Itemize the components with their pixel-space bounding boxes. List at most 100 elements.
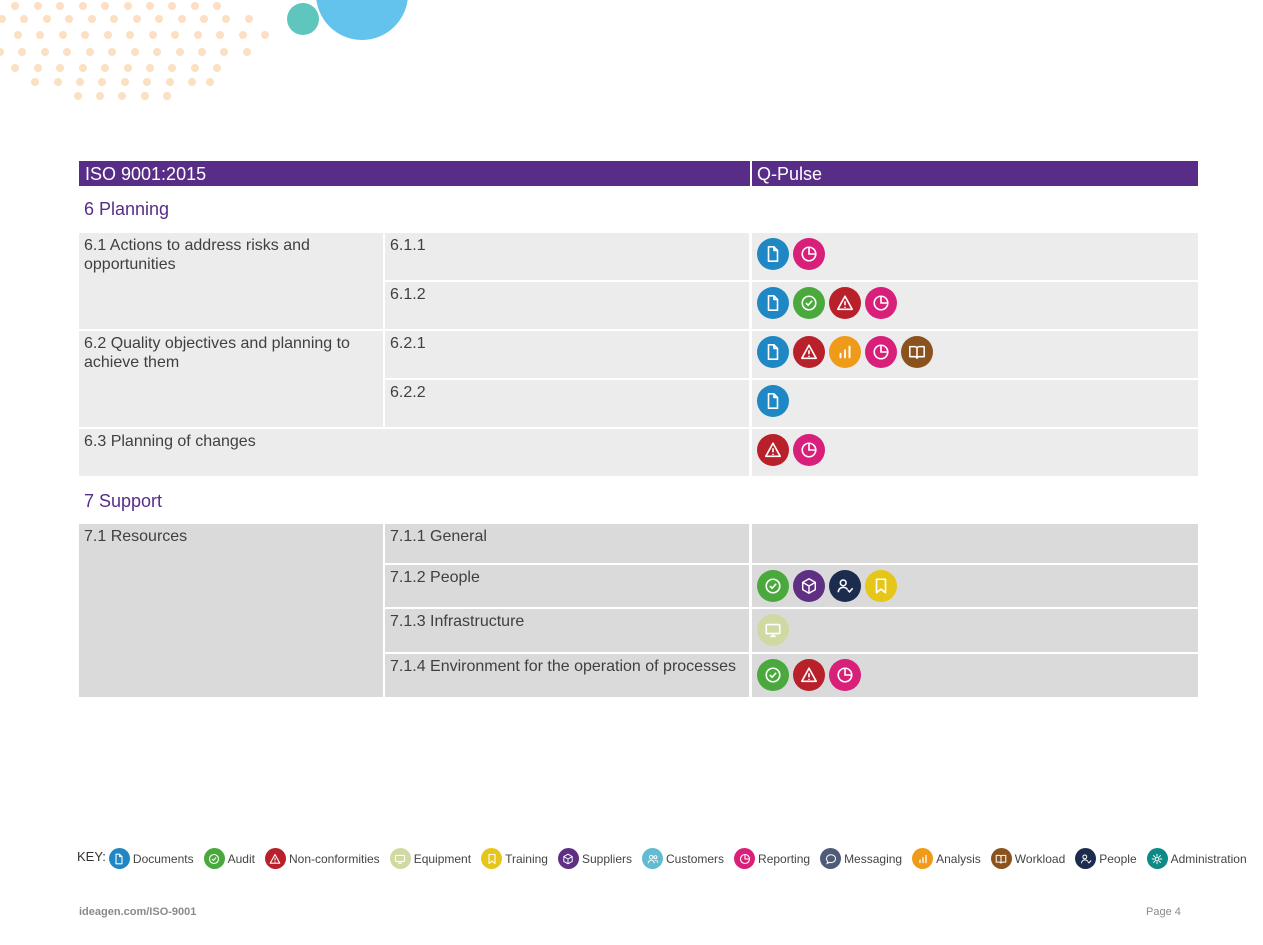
key-item-label: Administration	[1170, 851, 1247, 866]
clause-cell: 6.2 Quality objectives and planning to a…	[79, 331, 383, 427]
clause-cell: 6.3 Planning of changes	[79, 429, 749, 476]
key-item-label: Audit	[227, 851, 255, 866]
module-icon-group	[757, 614, 789, 646]
nonconformities-icon	[829, 287, 861, 319]
key-item-documents: Documents	[108, 848, 194, 869]
training-icon	[481, 848, 503, 869]
module-icon-group	[757, 385, 789, 417]
module-icon-group	[757, 287, 897, 319]
workload-icon	[990, 848, 1012, 869]
audit-icon	[793, 287, 825, 319]
module-icon-group	[757, 336, 933, 368]
workload-icon	[901, 336, 933, 368]
reporting-icon	[829, 659, 861, 691]
decorative-dots-graphic	[0, 0, 408, 100]
suppliers-icon	[793, 570, 825, 602]
key-item-workload: Workload	[990, 848, 1066, 869]
reporting-icon	[865, 336, 897, 368]
subclause-cell: 6.1.2	[385, 282, 749, 329]
key-item-label: Non-conformities	[288, 851, 380, 866]
clause-cell: 7.1 Resources	[79, 524, 383, 697]
key-item-label: Training	[505, 851, 548, 866]
analysis-icon	[829, 336, 861, 368]
nonconformities-icon	[793, 336, 825, 368]
key-item-analysis: Analysis	[912, 848, 981, 869]
qpulse-icons-cell	[752, 654, 1198, 697]
qpulse-icons-cell	[752, 331, 1198, 378]
subclause-cell: 6.1.1	[385, 233, 749, 280]
qpulse-icons-cell	[752, 282, 1198, 329]
key-item-training: Training	[481, 848, 548, 869]
audit-icon	[757, 570, 789, 602]
customers-icon	[642, 848, 664, 869]
module-icon-group	[757, 659, 861, 691]
footer-url[interactable]: ideagen.com/ISO-9001	[79, 906, 197, 918]
reporting-icon	[793, 238, 825, 270]
qpulse-icons-cell	[752, 524, 1198, 563]
icon-key-legend: KEY: Documents Audit Non-conformities Equip…	[77, 848, 1257, 869]
header-iso-label: ISO 9001:2015	[85, 164, 207, 184]
documents-icon	[757, 385, 789, 417]
key-item-label: People	[1099, 851, 1137, 866]
module-icon-group	[757, 434, 825, 466]
nonconformities-icon	[757, 434, 789, 466]
section-title: 7 Support	[84, 491, 163, 511]
key-item-label: Customers	[666, 851, 725, 866]
audit-icon	[203, 848, 225, 869]
key-item-audit: Audit	[203, 848, 255, 869]
key-item-label: Suppliers	[581, 851, 633, 866]
qpulse-icons-cell	[752, 429, 1198, 476]
documents-icon	[108, 848, 130, 869]
key-item-administration: Administration	[1146, 848, 1247, 869]
audit-icon	[757, 659, 789, 691]
reporting-icon	[865, 287, 897, 319]
subclause-cell: 6.2.2	[385, 380, 749, 427]
key-item-customers: Customers	[642, 848, 724, 869]
nonconformities-icon	[793, 659, 825, 691]
qpulse-icons-cell	[752, 609, 1198, 652]
subclause-cell: 6.2.1	[385, 331, 749, 378]
header-qpulse-label: Q-Pulse	[757, 164, 823, 184]
key-item-label: Workload	[1014, 851, 1066, 866]
documents-icon	[757, 238, 789, 270]
header-divider	[750, 161, 752, 186]
subclause-cell: 7.1.4 Environment for the operation of p…	[385, 654, 749, 697]
training-icon	[865, 570, 897, 602]
suppliers-icon	[557, 848, 579, 869]
key-item-reporting: Reporting	[734, 848, 810, 869]
qpulse-icons-cell	[752, 565, 1198, 607]
equipment-icon	[757, 614, 789, 646]
key-item-label: Documents	[132, 851, 194, 866]
key-item-label: Analysis	[936, 851, 981, 866]
nonconformities-icon	[264, 848, 286, 869]
key-item-equipment: Equipment	[389, 848, 472, 869]
footer-page-number: Page 4	[1146, 906, 1181, 918]
analysis-icon	[912, 848, 934, 869]
subclause-cell: 7.1.3 Infrastructure	[385, 609, 749, 652]
subclause-cell: 7.1.2 People	[385, 565, 749, 607]
key-item-messaging: Messaging	[820, 848, 902, 869]
people-icon	[1075, 848, 1097, 869]
section-title: 6 Planning	[84, 199, 170, 219]
key-item-nonconformities: Non-conformities	[264, 848, 380, 869]
key-item-label: Equipment	[413, 851, 472, 866]
module-icon-group	[757, 570, 897, 602]
qpulse-icons-cell	[752, 380, 1198, 427]
module-icon-group	[757, 238, 825, 270]
key-item-suppliers: Suppliers	[557, 848, 633, 869]
key-item-people: People	[1075, 848, 1137, 869]
key-item-label: Messaging	[844, 851, 903, 866]
qpulse-icons-cell	[752, 233, 1198, 280]
key-item-label: Reporting	[758, 851, 811, 866]
equipment-icon	[389, 848, 411, 869]
reporting-icon	[793, 434, 825, 466]
key-label: KEY:	[77, 849, 106, 864]
documents-icon	[757, 336, 789, 368]
table-header: ISO 9001:2015 Q-Pulse	[79, 161, 1198, 186]
documents-icon	[757, 287, 789, 319]
people-icon	[829, 570, 861, 602]
reporting-icon	[734, 848, 756, 869]
administration-icon	[1146, 848, 1168, 869]
messaging-icon	[820, 848, 842, 869]
subclause-cell: 7.1.1 General	[385, 524, 749, 563]
